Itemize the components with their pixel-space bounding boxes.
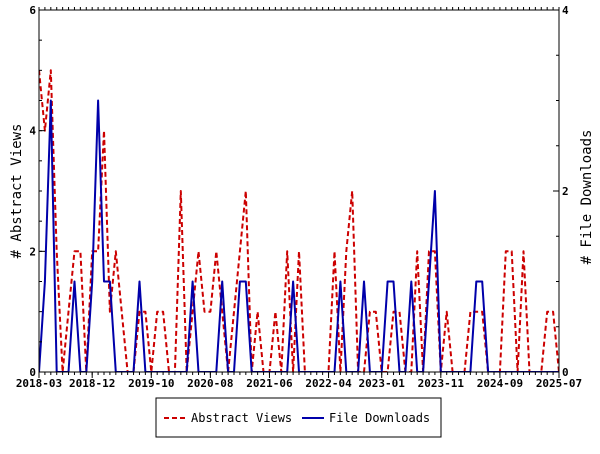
y-tick-label: 4 [29, 125, 36, 138]
x-tick-label: 2023-01 [359, 377, 406, 390]
legend-label-abstract-views: Abstract Views [191, 411, 292, 425]
legend-box [155, 397, 442, 438]
x-tick-label: 2024-09 [477, 377, 523, 390]
y-tick-label: 6 [29, 4, 36, 17]
x-tick-label: 2018-03 [16, 377, 62, 390]
x-tick-label: 2025-07 [536, 377, 582, 390]
axis-layer: 2018-03 2018-12 2019-10 2020-08 2021-06 2022-… [16, 4, 582, 390]
legend-label-file-downloads: File Downloads [329, 411, 430, 425]
x-tick-label: 2018-12 [69, 377, 115, 390]
x-tick-label: 2023-11 [418, 377, 465, 390]
series-layer [39, 69, 559, 372]
series-line-file-downloads [39, 99, 559, 372]
y-axis-title: # Abstract Views [9, 124, 25, 259]
y2-tick-label: 0 [562, 366, 569, 379]
x-tick-label: 2022-04 [305, 377, 352, 390]
plot-frame [38, 9, 560, 373]
x-tick-label: 2020-08 [187, 377, 233, 390]
legend: Abstract Views File Downloads [155, 397, 442, 438]
y-tick-label: 2 [29, 245, 36, 258]
y2-tick-label: 2 [562, 185, 569, 198]
x-tick-label: 2019-10 [128, 377, 174, 390]
y2-axis-title: # File Downloads [579, 130, 595, 265]
y2-tick-label: 4 [562, 4, 569, 17]
y-tick-label: 0 [29, 366, 36, 379]
series-line-abstract-views [39, 69, 559, 372]
x-tick-label: 2021-06 [246, 377, 293, 390]
